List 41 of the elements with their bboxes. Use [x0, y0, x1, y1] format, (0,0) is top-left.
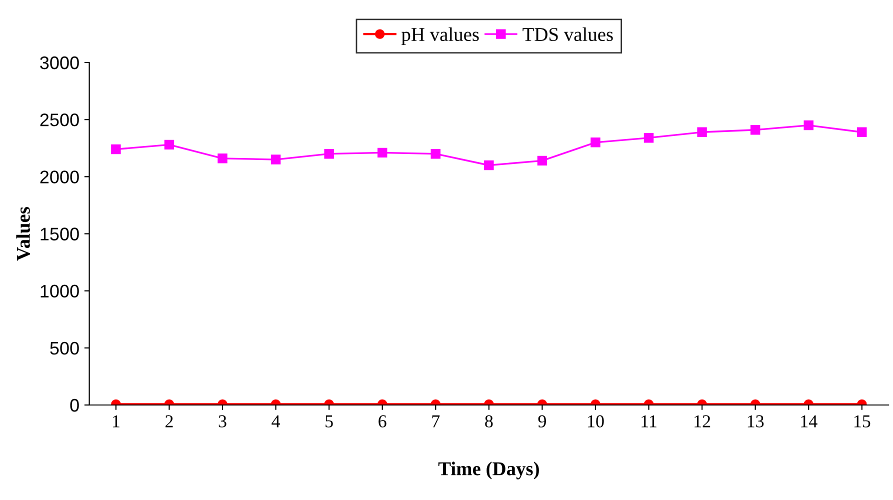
x-axis-title: Time (Days): [438, 462, 539, 480]
point: [644, 132, 654, 143]
y-axis-title: Values: [16, 207, 30, 261]
x-tick-label: 4: [272, 415, 280, 428]
point: [164, 140, 174, 150]
point: [270, 154, 281, 164]
y-tick-label: 1500: [40, 228, 79, 240]
point: [857, 127, 867, 138]
x-tick-label: 2: [166, 415, 173, 428]
legend-label: TDS values: [522, 27, 613, 42]
y-tick-label: 3000: [40, 56, 79, 70]
point: [111, 144, 121, 154]
point: [484, 160, 494, 170]
y-tick-label: 1000: [40, 284, 79, 298]
point: [804, 120, 814, 130]
x-tick-label: 9: [538, 415, 546, 428]
x-tick-label: 8: [485, 415, 493, 428]
point: [324, 148, 334, 159]
x-tick-label: 5: [326, 415, 333, 428]
point: [750, 124, 760, 135]
x-tick-label: 1: [113, 415, 120, 428]
x-tick-label: 6: [378, 415, 386, 428]
x-tick-label: 12: [694, 415, 710, 428]
x-tick-label: 15: [854, 415, 870, 428]
x-tick-label: 3: [218, 415, 226, 428]
point: [697, 127, 707, 138]
y-tick-label: 500: [50, 342, 79, 355]
y-tick-label: 2000: [40, 170, 79, 184]
x-tick-label: 7: [432, 415, 440, 428]
x-tick-label: 13: [748, 415, 764, 428]
x-tick-label: 14: [801, 415, 818, 428]
point: [430, 148, 440, 159]
legend-label: pH values: [402, 27, 479, 45]
y-tick-label: 0: [70, 398, 79, 412]
x-tick-label: 10: [588, 415, 604, 428]
x-tick-label: 11: [642, 415, 656, 428]
point: [537, 156, 548, 166]
point: [377, 148, 388, 158]
point: [218, 154, 228, 164]
y-tick-label: 2500: [40, 114, 79, 126]
point: [590, 138, 600, 148]
